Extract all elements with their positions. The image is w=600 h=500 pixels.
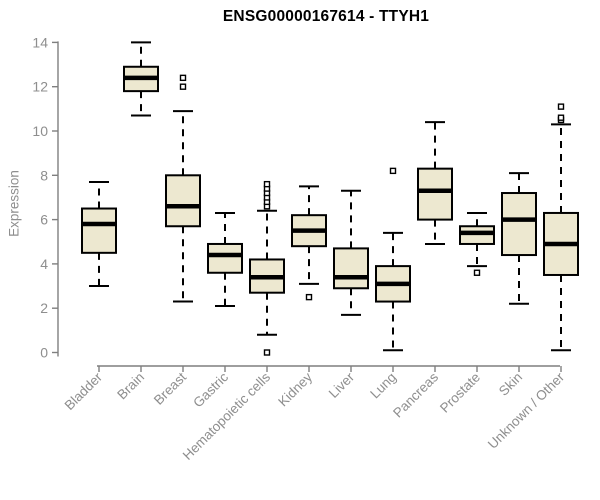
x-axis-category-label: Unknown / Other [485,369,568,452]
boxplot-bladder [81,180,117,288]
outlier-marker [305,293,313,301]
y-axis-tick-label: 10 [32,123,48,139]
y-axis-tick-label: 2 [40,300,48,316]
boxplot-breast [165,74,201,303]
outlier-marker [263,180,271,188]
outlier-marker [263,349,271,356]
y-axis-tick-label: 4 [40,256,48,272]
boxplot-brain [123,41,159,117]
x-axis-category-label: Skin [496,370,525,399]
outlier-marker [557,114,565,121]
boxplot-gastric [207,211,243,307]
x-axis-category-label: Brain [114,370,147,403]
outlier-marker [179,74,187,82]
boxplot-unknown-other [543,103,579,352]
y-axis-tick-label: 12 [32,79,48,95]
iqr-box [207,242,243,274]
iqr-box [501,192,537,257]
x-axis-category-label: Breast [151,369,189,407]
boxplot-hematopoietic-cells [249,180,285,356]
y-axis-tick-label: 0 [40,345,48,361]
iqr-box [165,174,201,228]
iqr-box [81,207,117,254]
boxplot-prostate [459,211,495,276]
x-axis-category-label: Pancreas [390,369,441,420]
boxplot-pancreas [417,121,453,245]
chart-title: ENSG00000167614 - TTYH1 [222,8,430,25]
x-axis-category-label: Liver [326,369,358,401]
boxplot-kidney [291,185,327,301]
y-axis-tick-label: 14 [32,34,48,50]
iqr-box [417,167,453,221]
x-axis-category-label: Kidney [275,369,315,409]
outlier-marker [179,83,187,90]
x-axis-category-label: Lung [367,370,399,402]
x-axis-category-label: Gastric [190,369,231,410]
outlier-marker [389,167,397,175]
x-axis-category-label: Prostate [437,370,483,416]
iqr-box [333,247,369,290]
x-axis-category-label: Bladder [62,369,106,413]
boxplot-liver [333,189,369,316]
outlier-marker [473,269,481,276]
boxplot-lung [375,167,411,352]
boxplot-skin [501,172,537,305]
y-axis-tick-label: 8 [40,167,48,183]
outlier-marker [557,103,565,110]
y-axis-tick-label: 6 [40,212,48,228]
